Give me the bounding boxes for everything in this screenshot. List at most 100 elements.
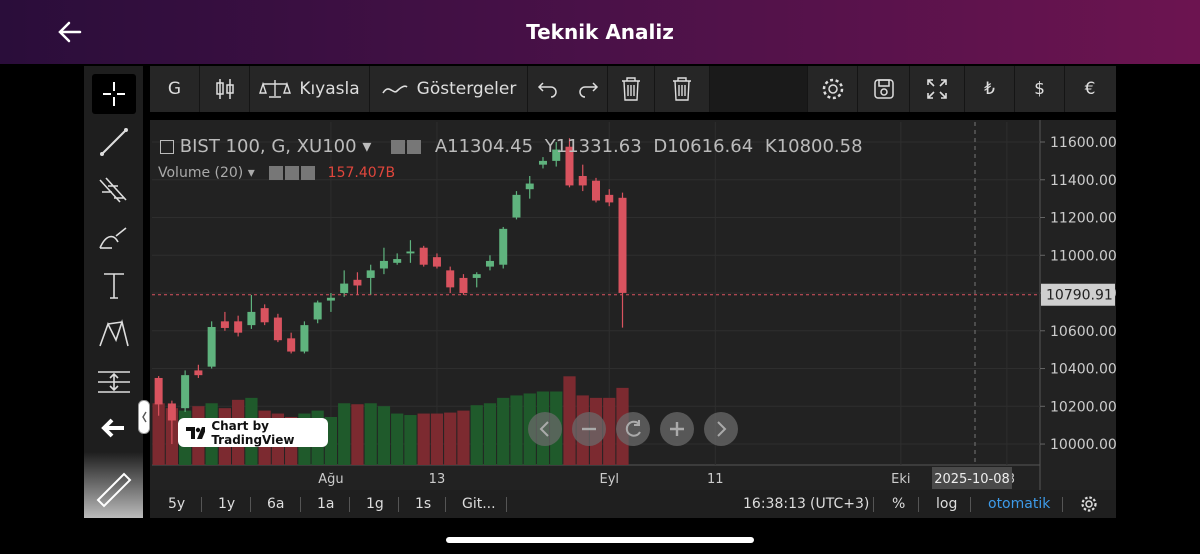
eye-icon[interactable] [269,166,284,180]
x-tick-label: 11 [707,472,724,487]
undo-button[interactable] [528,66,568,112]
separator [398,497,399,512]
close-label: K [764,136,777,157]
zoom-in[interactable] [660,412,694,446]
volume-bar [377,406,391,465]
back-button[interactable] [56,18,84,46]
x-tick-label: Eyl [599,472,619,487]
settings-button[interactable] [808,66,858,112]
settings-icon[interactable] [407,140,422,154]
tools-toggle[interactable] [138,400,150,434]
zoom-out[interactable] [572,412,606,446]
volume-bar [483,403,497,465]
clock: 16:38:13 [743,496,806,512]
range-button[interactable]: 1s [415,496,432,512]
measure-tool[interactable] [92,362,136,402]
tradingview-badge[interactable]: Chart by TradingView [178,418,328,447]
candle-body [353,279,362,286]
fib-tool[interactable] [92,170,136,210]
volume-bar [470,405,483,465]
page-title: Teknik Analiz [526,20,674,44]
close-value: 10800.58 [776,136,863,157]
chart-type-button[interactable] [200,66,250,112]
chart: 10000.0010200.0010400.0010600.0010800.00… [152,120,1117,490]
candle-body [154,377,163,405]
timezone[interactable]: (UTC+3) [810,496,870,512]
crosshair-tool[interactable] [92,74,136,114]
x-tick-label: 13 [429,472,446,487]
currency-eur[interactable]: € [1084,79,1096,99]
currency-usd[interactable]: $ [1015,66,1065,112]
candle-body [472,274,481,278]
candle-body [220,321,229,328]
range-button[interactable]: 1y [218,496,236,512]
fullscreen-button[interactable] [910,66,965,112]
range-button[interactable]: 1a [317,496,335,512]
volume-title: Volume (20) [158,165,244,181]
volume-bar [457,410,470,465]
brush-tool[interactable] [92,218,136,258]
candle-body [181,375,190,409]
candle-body [592,180,600,201]
line-tool[interactable] [92,122,136,162]
range-button[interactable]: 1g [366,496,384,512]
candle-body [578,175,587,186]
volume-bar [351,404,364,465]
volume-bar [430,413,444,465]
pattern-tool[interactable] [92,314,136,354]
text-tool[interactable] [92,266,136,306]
goto-button[interactable]: Git... [462,496,496,512]
separator [506,497,507,512]
auto-toggle[interactable]: otomatik [988,496,1051,512]
collapse-icon[interactable] [160,140,174,154]
range-button[interactable]: 6a [267,496,285,512]
save-button[interactable] [858,66,910,112]
interval-button[interactable]: G [150,66,200,112]
separator [445,497,446,512]
range-button[interactable]: 5y [168,496,186,512]
volume-bar [510,395,523,465]
y-tick-label: 11200.00 [1050,211,1116,227]
remove-icon[interactable] [301,166,316,180]
candle-body [300,325,309,352]
volume-bar [497,397,510,465]
footer-settings[interactable] [1080,495,1098,513]
candle-body [340,283,349,294]
delete-drawings-button[interactable] [608,66,655,112]
candle-body [379,260,388,269]
crosshair-label: 2025-10-08 [934,472,1010,487]
volume-bar [404,415,417,465]
volume-legend: Volume (20) ▾ 157.407B [158,165,396,181]
candle-body [538,160,547,165]
reset-view[interactable] [616,412,650,446]
drawing-tools [84,66,143,518]
candle-body [313,302,322,320]
trash-icon [622,77,640,101]
currency-try[interactable]: ₺ [965,66,1015,112]
delete-indicators-button[interactable] [655,66,710,112]
log-toggle[interactable]: log [936,496,958,512]
separator [300,497,301,512]
scroll-right[interactable] [704,412,738,446]
indicators-button[interactable]: Göstergeler [370,66,528,112]
header: Teknik Analiz [0,0,1200,64]
eye-icon[interactable] [391,140,406,154]
scroll-left[interactable] [528,412,562,446]
indicator-icon [381,85,408,94]
candle-body [419,247,428,265]
redo-button[interactable] [568,66,608,112]
hide-tools[interactable] [92,408,136,448]
compare-button[interactable]: Kıyasla [250,66,370,112]
candle-body [446,270,455,288]
settings-icon[interactable] [285,166,300,180]
volume-bar [603,397,616,465]
volume-bar [338,403,351,465]
volume-bar [152,403,165,465]
ruler-tool[interactable] [84,452,143,518]
separator [970,497,971,512]
percent-toggle[interactable]: % [892,496,906,512]
candle-body [552,149,561,161]
indicators-label: Göstergeler [416,79,517,99]
candle-body [366,270,375,278]
